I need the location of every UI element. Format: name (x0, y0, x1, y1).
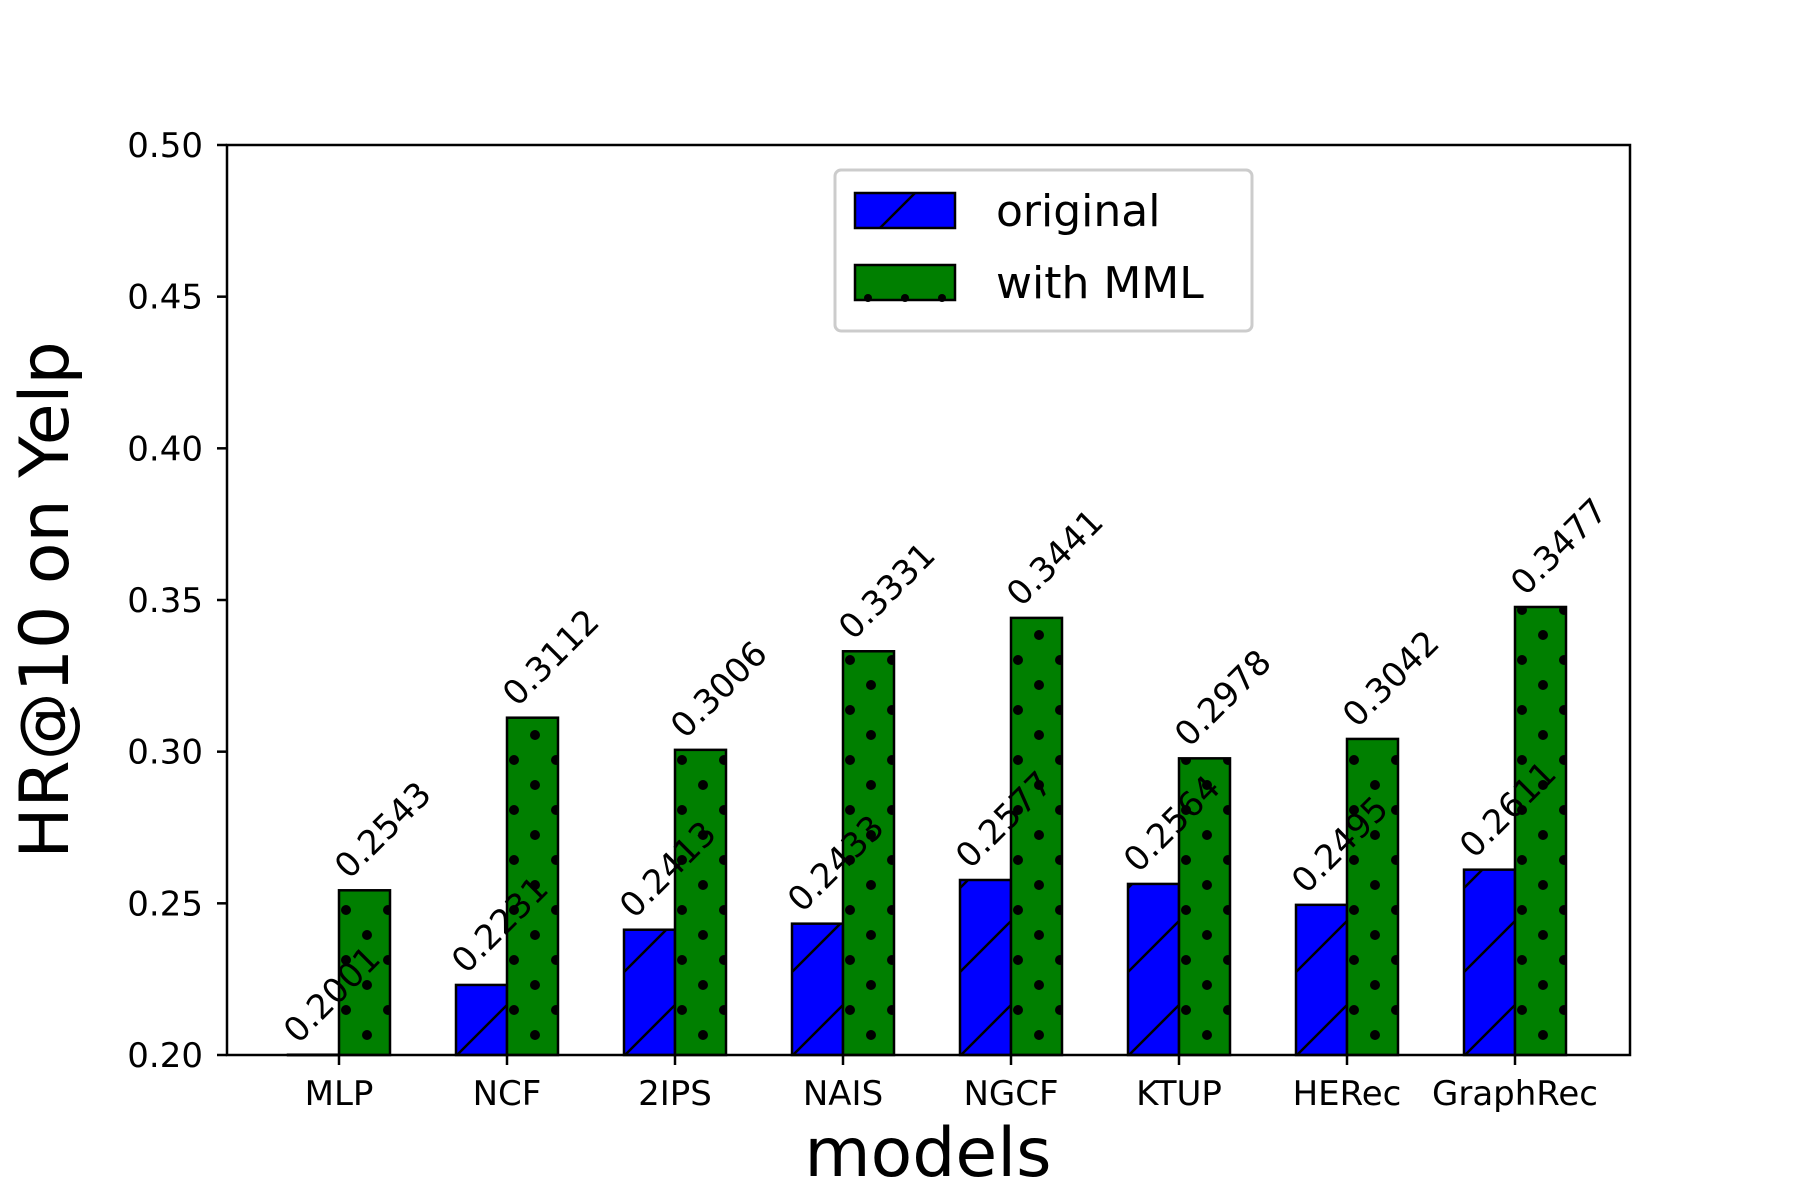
y-tick-label-0.30: 0.30 (127, 733, 203, 773)
y-tick-label-0.35: 0.35 (127, 581, 203, 621)
legend-hatch-original (879, 192, 916, 229)
bar-hatch-ngcf-original (960, 879, 1011, 1055)
bar-hatch-nais-with-mml (843, 651, 894, 1055)
legend: original with MML (833, 168, 1254, 333)
legend-entry-original: original (853, 186, 1160, 237)
x-axis-title: models (804, 1114, 1051, 1193)
bar-hatch-2ips-with-mml (675, 749, 726, 1055)
bar-hatch-graphrec-with-mml (1515, 606, 1566, 1055)
x-tick-label-nais: NAIS (803, 1074, 883, 1114)
bar-hatch-ktup-with-mml (1179, 758, 1230, 1055)
legend-dot-with-mml (864, 294, 872, 302)
bar-hatch-nais-original (792, 923, 843, 1055)
legend-dot-with-mml (938, 294, 946, 302)
bar-hatch-ngcf-with-mml (1011, 617, 1062, 1055)
legend-swatch-original (853, 191, 957, 230)
legend-entry-with-mml: with MML (853, 258, 1204, 309)
y-tick-label-0.45: 0.45 (127, 278, 203, 318)
y-axis-title: HR@10 on Yelp (6, 341, 85, 858)
data-label-graphrec-with-mml: 0.3477 (1503, 491, 1615, 603)
y-tick-label-0.20: 0.20 (127, 1036, 203, 1076)
y-tick-label-0.50: 0.50 (127, 126, 203, 166)
bars-layer (286, 605, 1568, 1057)
bar-hatch-herec-original (1296, 904, 1347, 1055)
data-label-ncf-with-mml: 0.3112 (495, 602, 607, 714)
bar-hatch-herec-with-mml (1347, 738, 1398, 1055)
legend-dot-with-mml (901, 294, 909, 302)
plot-frame (225, 143, 1632, 1057)
legend-label-with-mml: with MML (996, 258, 1204, 309)
bar-hatch-ktup-original (1128, 883, 1179, 1055)
x-tick-label-ncf: NCF (473, 1074, 542, 1114)
x-axis: MLP NCF 2IPS NAIS NGCF KTUP HERec GraphRec (305, 1055, 1598, 1114)
data-label-herec-with-mml: 0.3042 (1335, 623, 1447, 735)
bar-hatch-ncf-original (456, 984, 507, 1055)
y-axis: 0.20 0.25 0.30 0.35 0.40 0.45 0.50 (127, 126, 227, 1076)
data-label-ngcf-with-mml: 0.3441 (999, 502, 1111, 614)
data-label-2ips-with-mml: 0.3006 (663, 634, 775, 746)
x-tick-label-graphrec: GraphRec (1432, 1074, 1598, 1114)
y-tick-label-0.40: 0.40 (127, 429, 203, 469)
bar-hatch-graphrec-original (1464, 869, 1515, 1055)
legend-label-original: original (996, 186, 1160, 237)
x-tick-label-ngcf: NGCF (963, 1074, 1058, 1114)
data-label-mlp-with-mml: 0.2543 (327, 774, 439, 886)
bar-hatch-2ips-original (624, 929, 675, 1055)
data-label-nais-with-mml: 0.3331 (831, 535, 943, 647)
bar-hatch-mlp-with-mml (339, 890, 390, 1055)
x-tick-label-ktup: KTUP (1136, 1074, 1222, 1114)
data-label-ktup-with-mml: 0.2978 (1167, 642, 1279, 754)
bar-hatch-ncf-with-mml (507, 717, 558, 1055)
x-tick-label-herec: HERec (1293, 1074, 1402, 1114)
x-tick-label-2ips: 2IPS (638, 1074, 712, 1114)
x-tick-label-mlp: MLP (305, 1074, 374, 1114)
y-tick-label-0.25: 0.25 (127, 884, 203, 924)
